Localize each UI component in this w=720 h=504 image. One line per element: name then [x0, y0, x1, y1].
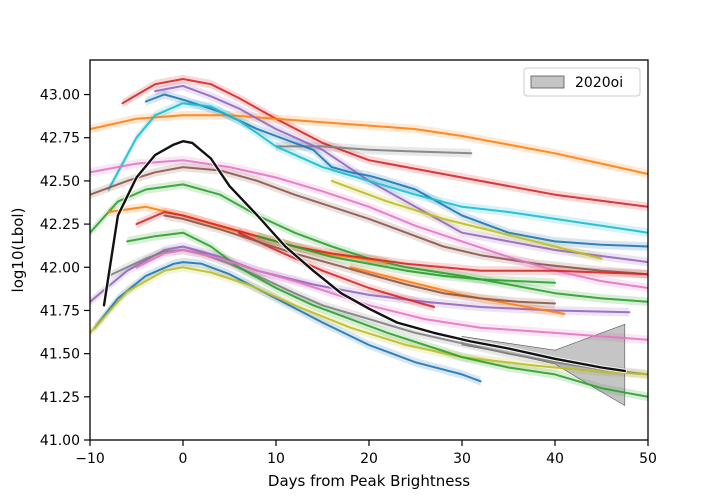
series-band: [145, 90, 648, 251]
legend: 2020oi: [523, 67, 641, 97]
highlight-line: [102, 139, 626, 373]
legend-swatch: [530, 75, 565, 89]
series-line: [330, 179, 603, 260]
y-tick-label: 41.50: [40, 347, 80, 363]
x-axis-ticks: −10 0 10 20 30 40 50: [75, 440, 657, 467]
x-tick-label: 10: [267, 451, 285, 467]
series-line: [154, 84, 648, 264]
x-tick-label: 30: [453, 451, 471, 467]
series-band: [238, 228, 435, 312]
y-axis-label: log10(Lbol): [9, 208, 27, 293]
series-band: [122, 74, 648, 212]
y-tick-label: 42.50: [40, 174, 80, 190]
y-axis-ticks: 41.00 41.25 41.50 41.75 42.00 42.25 42.50 42.75…: [40, 88, 90, 449]
y-tick-label: 42.00: [40, 260, 80, 276]
series-lines: [90, 78, 648, 398]
series-band: [94, 257, 481, 386]
series-band: [136, 245, 648, 345]
x-tick-label: 50: [639, 451, 657, 467]
series-line: [107, 102, 648, 234]
series-band: [90, 155, 648, 293]
series-line: [237, 231, 436, 308]
series-band: [155, 81, 648, 267]
series-line: [275, 145, 473, 155]
series-line: [90, 266, 648, 376]
x-tick-label: 40: [546, 451, 564, 467]
series-line: [90, 183, 648, 303]
legend-box: [523, 67, 641, 97]
series-line: [163, 214, 556, 305]
x-tick-label: 0: [179, 451, 188, 467]
y-tick-label: 41.75: [40, 303, 80, 319]
series-band: [90, 162, 648, 279]
y-tick-label: 42.25: [40, 217, 80, 233]
y-tick-label: 41.00: [40, 433, 80, 449]
series-line: [90, 166, 648, 276]
y-tick-label: 41.25: [40, 390, 80, 406]
x-tick-label: 20: [360, 451, 378, 467]
series-line: [135, 249, 648, 341]
series-line: [90, 114, 648, 175]
series-line: [135, 211, 648, 276]
series-band: [90, 180, 648, 307]
y-tick-label: 43.00: [40, 88, 80, 104]
legend-label: 2020oi: [575, 75, 623, 91]
y-tick-label: 42.75: [40, 131, 80, 147]
x-tick-label: −10: [75, 451, 105, 467]
series-line: [144, 93, 648, 248]
x-axis-label: Days from Peak Brightness: [268, 472, 470, 490]
series-line: [93, 261, 482, 383]
series-line: [256, 235, 556, 284]
series-band: [127, 228, 648, 402]
series-line: [126, 231, 648, 398]
